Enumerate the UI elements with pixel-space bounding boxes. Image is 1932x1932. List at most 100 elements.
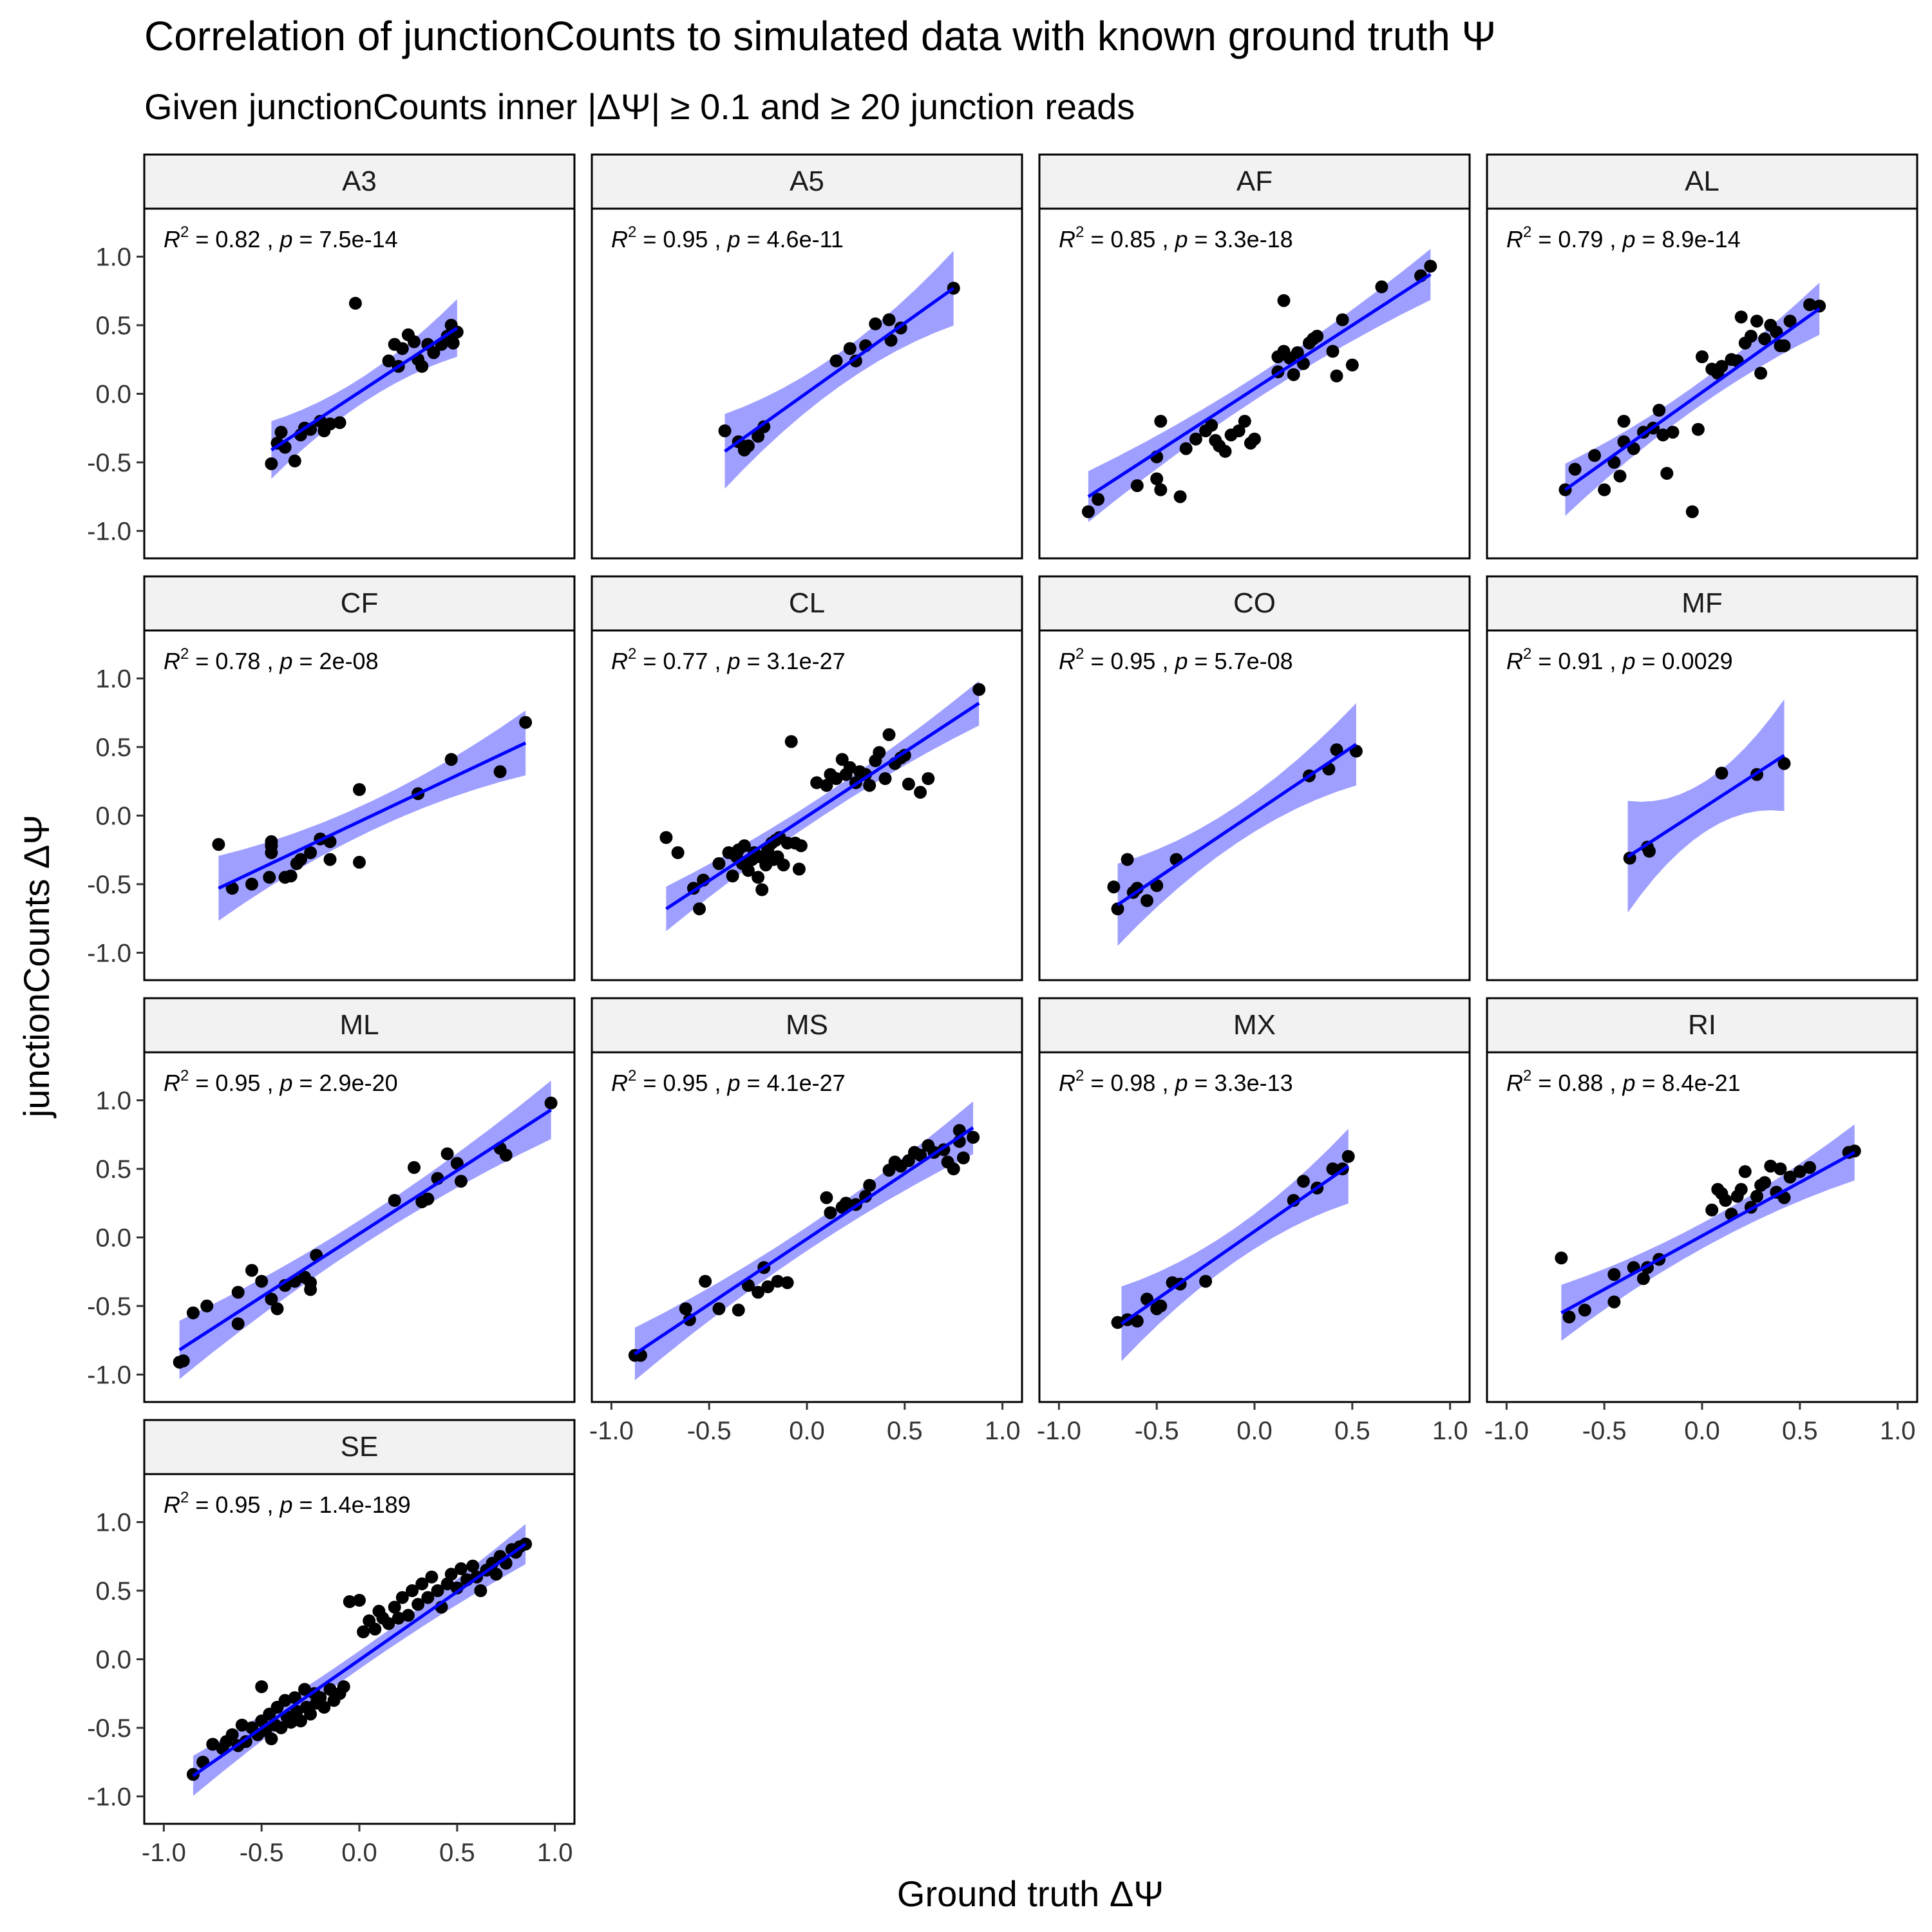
data-point [835,753,849,766]
data-point [348,296,362,310]
data-point [956,1151,970,1164]
y-tick-label: 0.5 [95,312,131,340]
y-tick-label: 0.0 [95,380,131,408]
data-point [392,1611,405,1625]
x-tick-label: 1.0 [1432,1417,1468,1445]
regression-line [1560,1151,1856,1314]
data-point [1326,1162,1340,1175]
panel-mx: MX R2 = 0.98 , p = 3.3e-13 -1.0 -0.5 0.0 0.5 1… [1037,997,1471,1445]
data-point [1734,310,1748,324]
facet-label: A3 [342,166,377,197]
data-point [421,1192,435,1206]
data-point [1627,442,1640,455]
regression-line [634,1126,974,1356]
data-point [1311,330,1324,343]
data-point [265,1293,278,1306]
data-point [284,869,298,883]
y-tick-label: 1.0 [95,665,131,694]
data-point [1750,1189,1763,1203]
data-point [544,1096,558,1110]
x-tick-label: 0.5 [887,1417,923,1445]
data-point [1715,766,1728,780]
facet-label: CL [789,587,825,619]
data-point [265,1732,278,1745]
data-point [454,1562,468,1575]
stat-annotation: R2 = 0.95 , p = 4.1e-27 [611,1067,846,1096]
x-tick-label: 1.0 [985,1417,1021,1445]
data-point [415,1577,429,1591]
x-tick-label: 0.0 [341,1839,377,1867]
data-point [794,839,808,853]
data-point [294,1714,307,1728]
stat-annotation: R2 = 0.95 , p = 5.7e-08 [1059,645,1293,674]
data-point [732,1303,745,1317]
y-tick-label: -1.0 [87,1783,131,1811]
facet-label: MF [1681,587,1723,619]
data-point [829,772,843,785]
y-tick-label: 0.0 [95,802,131,830]
data-point [972,683,986,696]
data-point [1345,358,1359,372]
panel-co: CO R2 = 0.95 , p = 5.7e-08 [1038,575,1471,981]
data-point [1287,368,1300,381]
data-point [304,846,317,859]
data-point [274,426,288,439]
data-point [176,1354,190,1368]
data-point [1783,1170,1797,1184]
stat-annotation: R2 = 0.85 , p = 3.3e-18 [1059,223,1293,252]
data-point [444,1567,458,1581]
data-point [1803,298,1816,312]
data-point [1291,346,1304,359]
data-point [440,1147,454,1160]
data-point [263,871,276,884]
data-point [771,1274,784,1288]
x-tick-label: 1.0 [1880,1417,1916,1445]
data-point [1296,1175,1310,1188]
panel-ms: MS R2 = 0.95 , p = 4.1e-27 -1.0 -0.5 0.0 0.5 1… [589,997,1023,1445]
data-point [1598,483,1611,497]
stat-annotation: R2 = 0.95 , p = 2.9e-20 [164,1067,398,1096]
data-point [1154,415,1168,428]
data-point [200,1299,214,1312]
data-point [863,1179,876,1192]
data-point [914,786,927,799]
data-point [304,1283,317,1296]
data-point [784,735,798,748]
x-tick-label: -1.0 [142,1839,186,1867]
facet-strip [1038,153,1471,210]
x-tick-label: -0.5 [240,1839,284,1867]
data-point [967,1131,980,1144]
data-point [671,846,685,859]
data-point [1562,1311,1576,1323]
data-point [235,1718,249,1732]
facet-strip [591,153,1023,210]
data-point [914,1148,927,1162]
data-point [1107,880,1121,894]
y-tick-label: 0.5 [95,1577,131,1605]
data-point [1375,280,1388,294]
data-point [1685,505,1699,518]
data-point [265,457,278,471]
data-point [752,430,765,443]
facet-strip [143,153,576,210]
data-point [1141,894,1153,907]
data-point [693,902,706,916]
data-point [317,1701,331,1714]
data-point [761,1280,775,1294]
facet-strip [1486,997,1918,1054]
data-point [1578,1303,1591,1317]
y-axis-label: junctionCounts ΔΨ [16,815,57,1119]
data-point [421,1591,435,1604]
data-point [408,335,421,348]
facet-panels: A3 R2 = 0.82 , p = 7.5e-14 -1.0 -0.5 0.0 0.5 1… [87,153,1918,1867]
facet-label: MX [1233,1009,1276,1041]
data-point [1189,432,1202,446]
data-point [245,877,258,891]
data-point [1130,1314,1144,1328]
x-tick-label: -1.0 [589,1417,634,1445]
x-tick-label: 0.0 [1236,1417,1273,1445]
data-point [699,1274,712,1288]
data-point [454,1175,468,1188]
facet-label: RI [1688,1009,1716,1041]
